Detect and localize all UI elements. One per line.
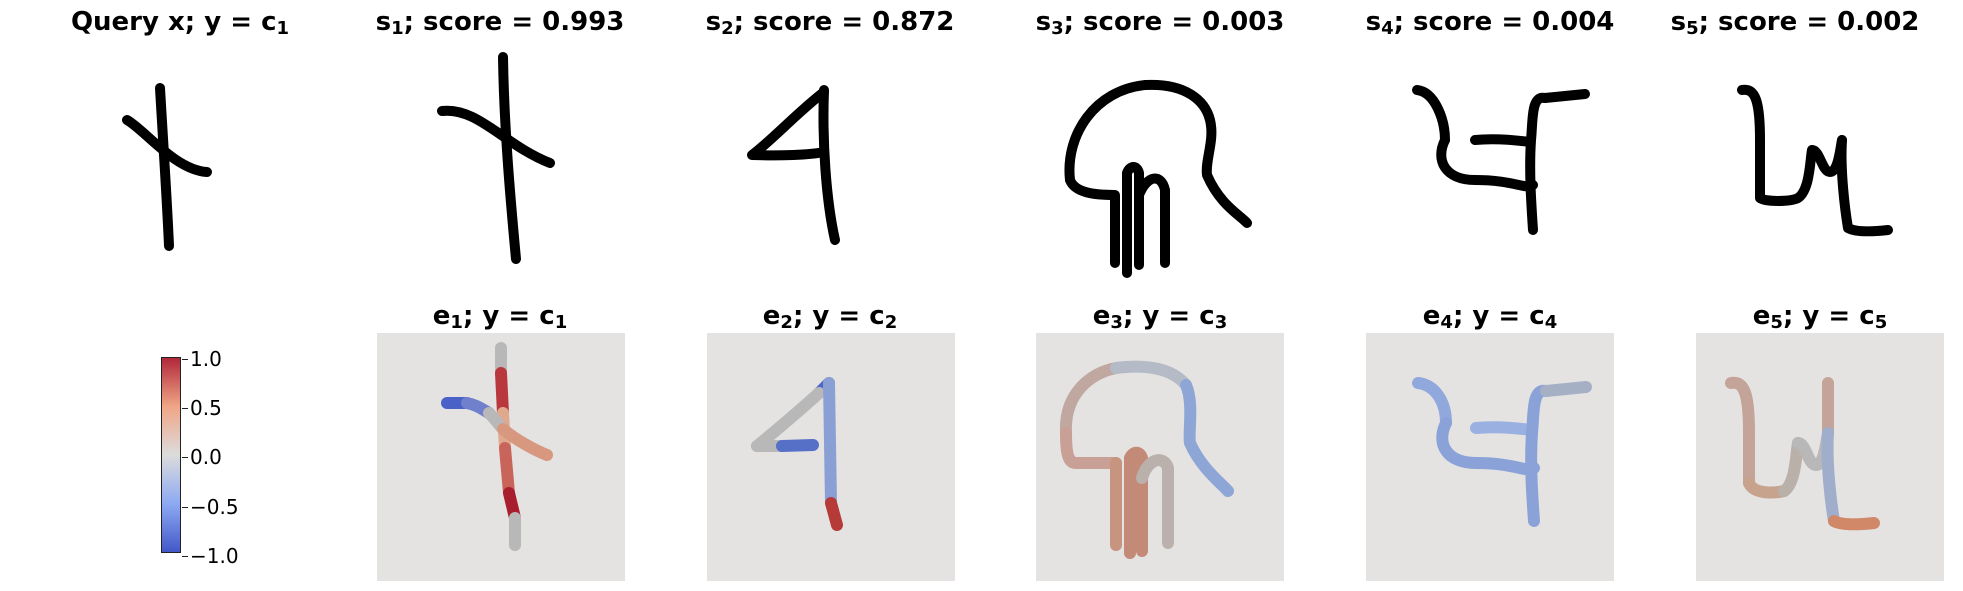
colorbar-tick-label: −1.0 [190,546,239,566]
heatmap-2 [707,333,955,581]
support-title-3: s3; score = 0.003 [995,7,1325,37]
colorbar-tick-label: 0.5 [190,398,222,418]
query-title: Query x; y = c1 [15,7,345,37]
colorbar-tick-label: 1.0 [190,349,222,369]
colorbar [161,357,181,553]
heatmap-4 [1366,333,1614,581]
support-glyph-1 [418,45,578,270]
explanation-title-3: e3; y = c3 [995,301,1325,331]
heatmap-3 [1036,333,1284,581]
query-glyph-image [95,60,255,260]
explanation-title-1: e1; y = c1 [335,301,665,331]
support-title-4: s4; score = 0.004 [1325,7,1655,37]
support-glyph-5 [1730,80,1900,250]
colorbar-tick-label: −0.5 [190,497,239,517]
support-glyph-2 [740,80,880,250]
support-title-5: s5; score = 0.002 [1630,7,1960,37]
heatmap-1 [377,333,625,581]
support-glyph-3 [1055,75,1255,275]
explanation-title-2: e2; y = c2 [665,301,995,331]
colorbar-tick-label: 0.0 [190,447,222,467]
support-title-1: s1; score = 0.993 [335,7,665,37]
explanation-title-4: e4; y = c4 [1325,301,1655,331]
support-title-2: s2; score = 0.872 [665,7,995,37]
explanation-title-5: e5; y = c5 [1655,301,1963,331]
heatmap-5 [1696,333,1944,581]
support-glyph-4 [1405,80,1595,240]
